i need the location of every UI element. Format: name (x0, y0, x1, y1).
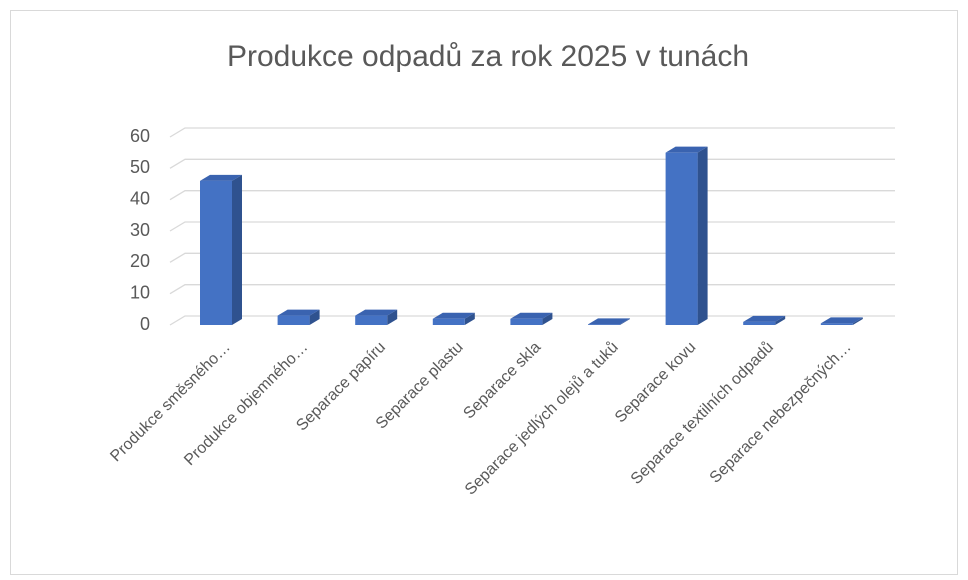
y-tick-label: 30 (130, 220, 150, 240)
bar-side (464, 312, 475, 325)
bar (820, 317, 863, 325)
y-tick-label: 50 (130, 157, 150, 177)
bar (355, 309, 398, 325)
grid-line (169, 284, 895, 295)
bar-side (697, 146, 708, 325)
bar-front (200, 180, 232, 325)
bar-side (387, 309, 398, 325)
bar (743, 315, 786, 325)
y-tick-label: 10 (130, 282, 150, 302)
bar-front (743, 321, 776, 325)
bar-top (200, 174, 242, 181)
bar-front (277, 315, 310, 325)
y-tick-label: 0 (140, 314, 150, 334)
bar-top (820, 317, 863, 324)
bar (588, 318, 630, 325)
bar (200, 174, 242, 325)
bar-top (665, 146, 708, 153)
y-tick-label: 60 (130, 126, 150, 146)
bar (665, 146, 708, 325)
chart-title: Produkce odpadů za rok 2025 v tunách (227, 40, 749, 73)
bar-front (432, 318, 465, 325)
bar-front (510, 318, 543, 325)
bar (277, 309, 320, 325)
grid-line (169, 315, 895, 326)
bar-top (743, 315, 786, 322)
grid-line (169, 127, 895, 138)
y-tick-label: 40 (130, 188, 150, 208)
y-tick-label: 20 (130, 251, 150, 271)
bar-top (277, 309, 320, 316)
bar-side (620, 318, 630, 325)
bar (510, 312, 553, 325)
bar-front (665, 152, 698, 325)
bar-top (355, 309, 398, 316)
bar-side (852, 317, 863, 325)
bar-top (588, 318, 630, 325)
bar-side (309, 309, 320, 325)
bar (432, 312, 475, 325)
bar-top (510, 312, 553, 319)
bar-front (820, 323, 853, 325)
bar-side (775, 315, 786, 325)
bar-side (542, 312, 553, 325)
grid-line (169, 190, 895, 201)
bar-front (355, 315, 388, 325)
bar-front (588, 324, 620, 325)
bar-top (432, 312, 475, 319)
bar-side (232, 174, 242, 325)
grid-line (169, 221, 895, 232)
grid-line (169, 158, 895, 169)
chart-frame (10, 10, 958, 575)
grid-line (169, 252, 895, 263)
